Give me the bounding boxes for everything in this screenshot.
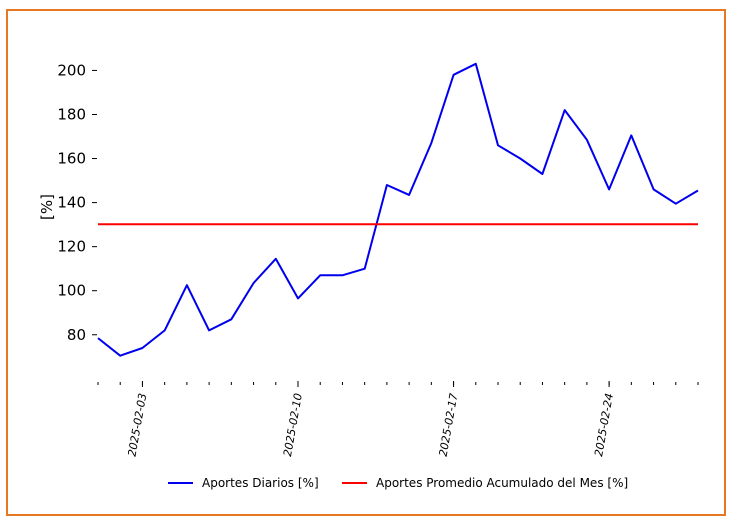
x-tick-label-2025-02-10: 2025-02-10 xyxy=(281,392,305,457)
x-tick-label-2025-02-03: 2025-02-03 xyxy=(125,392,149,457)
y-tick-label-80: 80 xyxy=(67,326,86,344)
y-tick-label-120: 120 xyxy=(57,238,86,256)
y-tick-label-180: 180 xyxy=(57,105,86,123)
y-tick-label-160: 160 xyxy=(57,150,86,168)
legend-label-1: Aportes Diarios [%] xyxy=(202,476,319,490)
series-line-1 xyxy=(97,62,699,357)
y-tick-label-100: 100 xyxy=(57,282,86,300)
y-tick-label-200: 200 xyxy=(57,61,86,79)
x-tick-label-2025-02-24: 2025-02-24 xyxy=(592,392,616,457)
x-tick-label-2025-02-17: 2025-02-17 xyxy=(437,392,461,457)
legend-label-2: Aportes Promedio Acumulado del Mes [%] xyxy=(376,476,628,490)
y-tick-label-140: 140 xyxy=(57,194,86,212)
y-axis-label: [%] xyxy=(38,194,56,220)
